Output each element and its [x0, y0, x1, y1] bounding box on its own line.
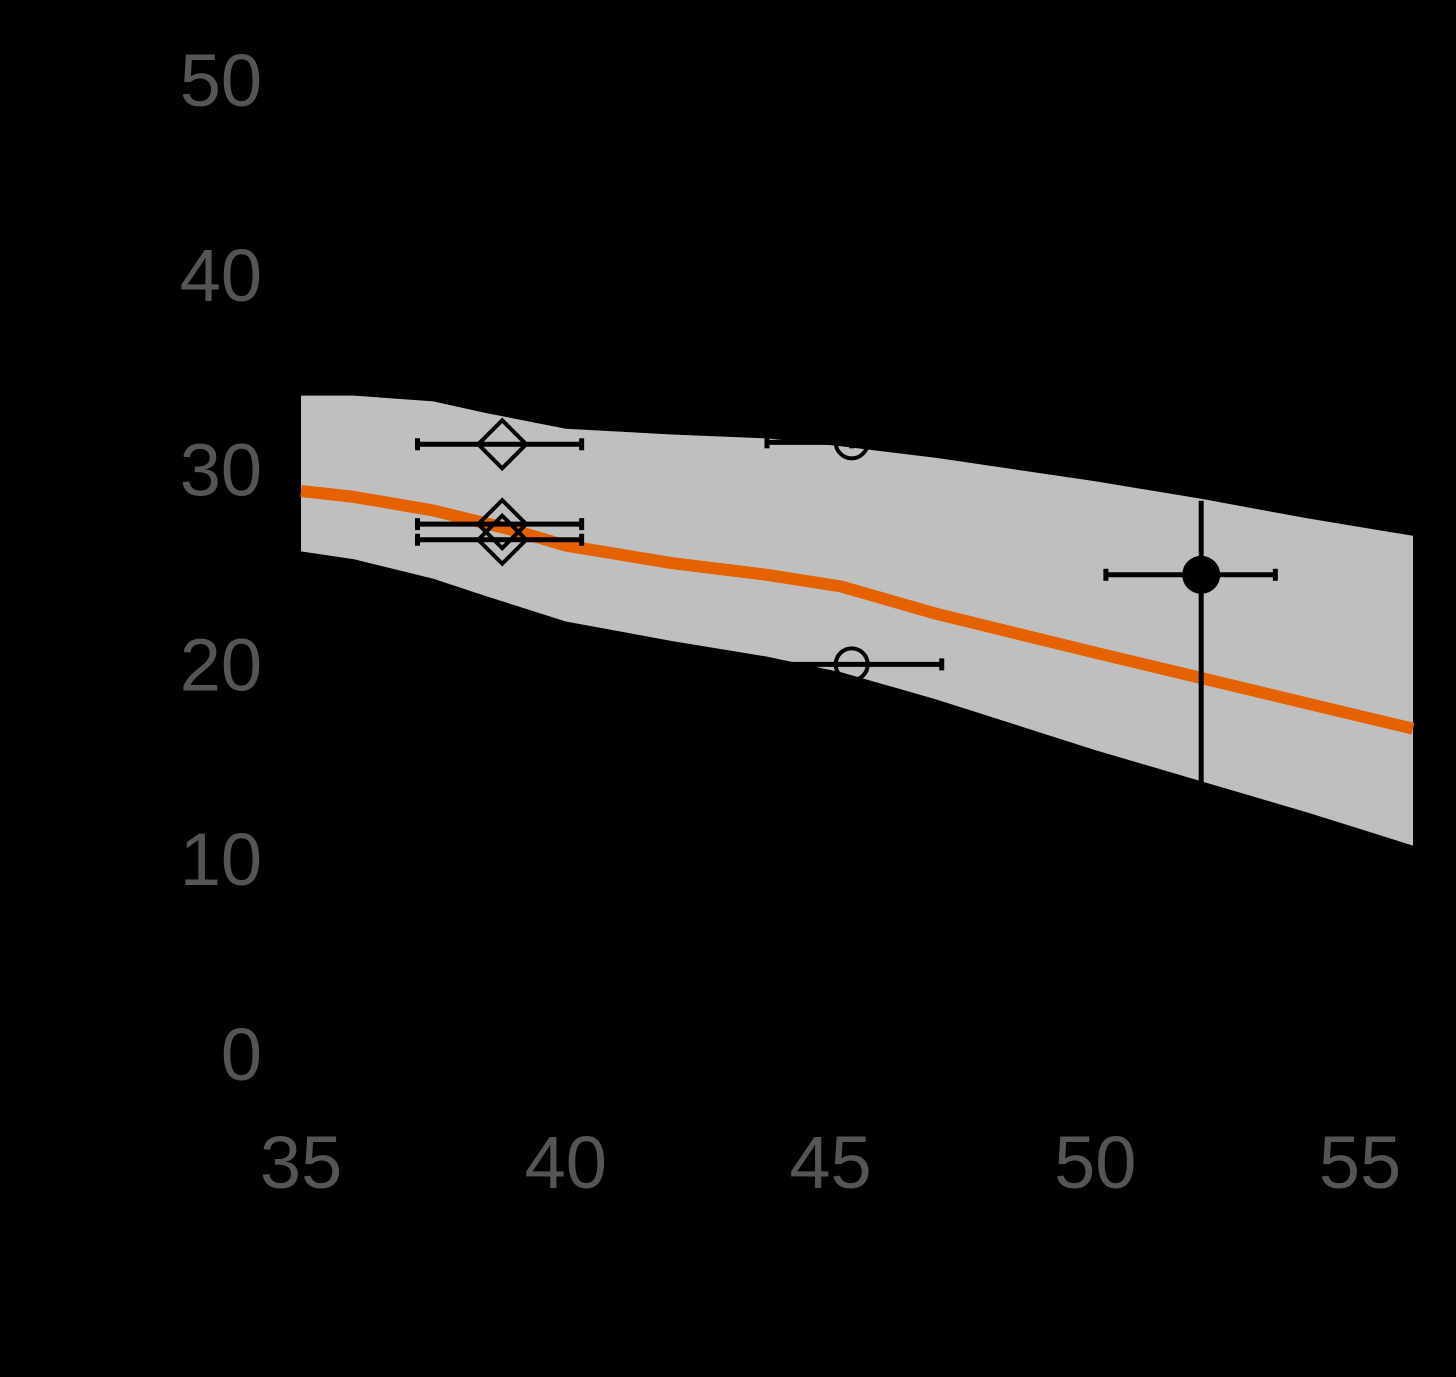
- x-tick-label: 40: [525, 1121, 607, 1204]
- diamond-point: [414, 497, 585, 551]
- x-tick-label: 55: [1319, 1121, 1401, 1204]
- diamond-marker: [475, 512, 530, 567]
- y-tick-label: 10: [180, 818, 262, 901]
- data-points: [414, 417, 1278, 784]
- y-tick-label: 20: [180, 623, 262, 706]
- y-tick-label: 0: [221, 1013, 262, 1096]
- y-tick-label: 30: [180, 429, 262, 512]
- band-area: [301, 395, 1413, 846]
- open-circle-point: [764, 646, 945, 683]
- y-tick-label: 50: [180, 39, 262, 122]
- diamond-marker: [475, 417, 530, 472]
- confidence-band: [301, 395, 1413, 846]
- x-tick-label: 45: [789, 1121, 871, 1204]
- filled-circle-marker: [1182, 555, 1221, 594]
- filled-circle-point: [1103, 500, 1278, 784]
- open-circle-marker: [833, 424, 870, 461]
- open-circle-point: [764, 424, 870, 461]
- diamond-point: [414, 417, 585, 472]
- y-axis-ticks: 0 10 20 30 40 50: [180, 39, 262, 1096]
- x-tick-label: 50: [1054, 1121, 1136, 1204]
- open-circle-marker: [833, 646, 870, 683]
- x-tick-label: 35: [260, 1121, 342, 1204]
- x-axis-ticks: 35 40 45 50 55: [260, 1121, 1401, 1204]
- diamond-marker: [475, 497, 530, 551]
- diamond-point: [414, 512, 585, 567]
- y-tick-label: 40: [180, 234, 262, 317]
